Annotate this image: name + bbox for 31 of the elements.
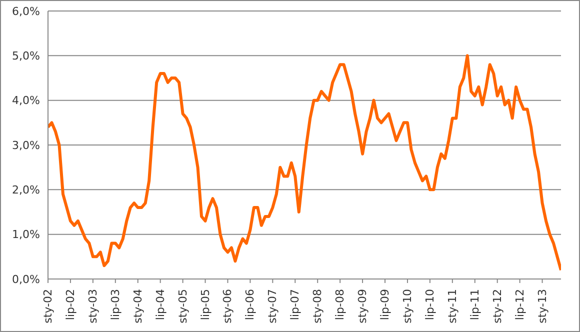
x-tick-label: lip-11	[468, 289, 482, 320]
x-tick-label: sty-08	[311, 289, 324, 324]
x-tick-label: sty-07	[266, 289, 280, 324]
x-tick-label: lip-08	[334, 289, 347, 320]
line-series	[48, 54, 561, 272]
x-tick-label: lip-06	[244, 289, 257, 320]
y-tick-label: 1,0%	[12, 228, 40, 242]
y-tick-label: 0,0%	[12, 272, 40, 286]
y-tick-label: 3,0%	[12, 138, 40, 152]
x-tick-label: lip-02	[64, 289, 77, 320]
x-tick-label: sty-12	[490, 289, 504, 324]
x-tick-label: sty-04	[131, 289, 144, 324]
x-tick-label: sty-11	[446, 289, 459, 324]
x-tick-label: lip-09	[378, 289, 392, 320]
x-tick-label: sty-06	[221, 289, 234, 324]
x-tick-label: sty-10	[400, 289, 414, 324]
y-tick-label: 4,0%	[12, 94, 40, 108]
x-tick-label: sty-02	[42, 289, 54, 324]
y-tick-label: 6,0%	[12, 4, 40, 18]
x-tick-label: sty-05	[176, 289, 190, 324]
x-tick-label: lip-04	[154, 289, 167, 320]
x-tick-label: sty-13	[536, 289, 549, 324]
x-tick-label: lip-12	[513, 289, 526, 320]
x-tick-label: lip-07	[288, 289, 302, 320]
x-tick-label: sty-03	[86, 289, 100, 324]
x-tick-label: lip-10	[423, 289, 436, 320]
x-tick-label: sty-09	[356, 289, 370, 324]
x-tick-label: lip-05	[198, 289, 212, 320]
y-tick-label: 2,0%	[12, 184, 40, 197]
y-tick-label: 5,0%	[12, 50, 40, 63]
x-tick-label: lip-03	[108, 289, 122, 320]
